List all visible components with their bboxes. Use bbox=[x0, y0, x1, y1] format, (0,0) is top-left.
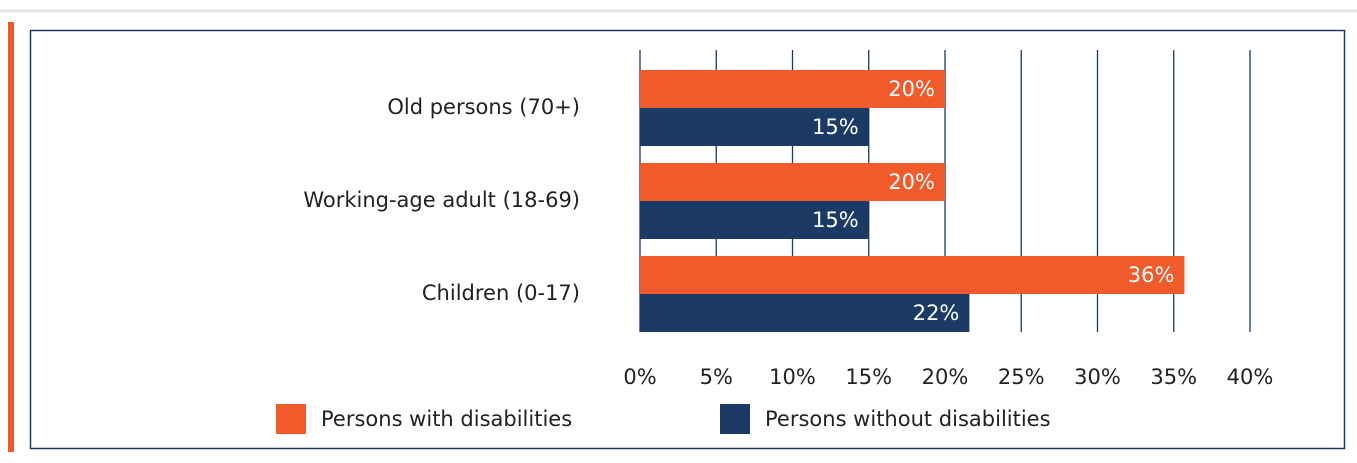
bar bbox=[640, 70, 945, 108]
x-tick-label: 35% bbox=[1150, 365, 1197, 389]
x-tick-label: 15% bbox=[845, 365, 892, 389]
bar bbox=[640, 256, 1185, 294]
y-tick-label: Old persons (70+) bbox=[387, 95, 580, 119]
value-label: 15% bbox=[812, 208, 859, 232]
x-tick-label: 0% bbox=[623, 365, 656, 389]
x-tick-label: 30% bbox=[1074, 365, 1121, 389]
x-tick-label: 40% bbox=[1227, 365, 1274, 389]
legend-label: Persons without disabilities bbox=[765, 407, 1051, 431]
legend-label: Persons with disabilities bbox=[321, 407, 572, 431]
x-tick-label: 5% bbox=[700, 365, 733, 389]
legend-swatch bbox=[276, 404, 306, 434]
value-label: 20% bbox=[888, 170, 935, 194]
bar bbox=[640, 201, 869, 239]
value-label: 22% bbox=[913, 301, 960, 325]
bar bbox=[640, 294, 970, 332]
value-label: 15% bbox=[812, 115, 859, 139]
value-label: 20% bbox=[888, 77, 935, 101]
bar bbox=[640, 108, 869, 146]
x-tick-label: 10% bbox=[769, 365, 816, 389]
y-tick-label: Children (0-17) bbox=[422, 281, 580, 305]
chart-frame bbox=[29, 29, 1346, 450]
x-tick-label: 25% bbox=[998, 365, 1045, 389]
x-tick-label: 20% bbox=[922, 365, 969, 389]
side-accent bbox=[8, 22, 14, 452]
legend-swatch bbox=[720, 404, 750, 434]
value-label: 36% bbox=[1128, 263, 1175, 287]
bar bbox=[640, 163, 945, 201]
y-tick-label: Working-age adult (18-69) bbox=[303, 188, 580, 212]
